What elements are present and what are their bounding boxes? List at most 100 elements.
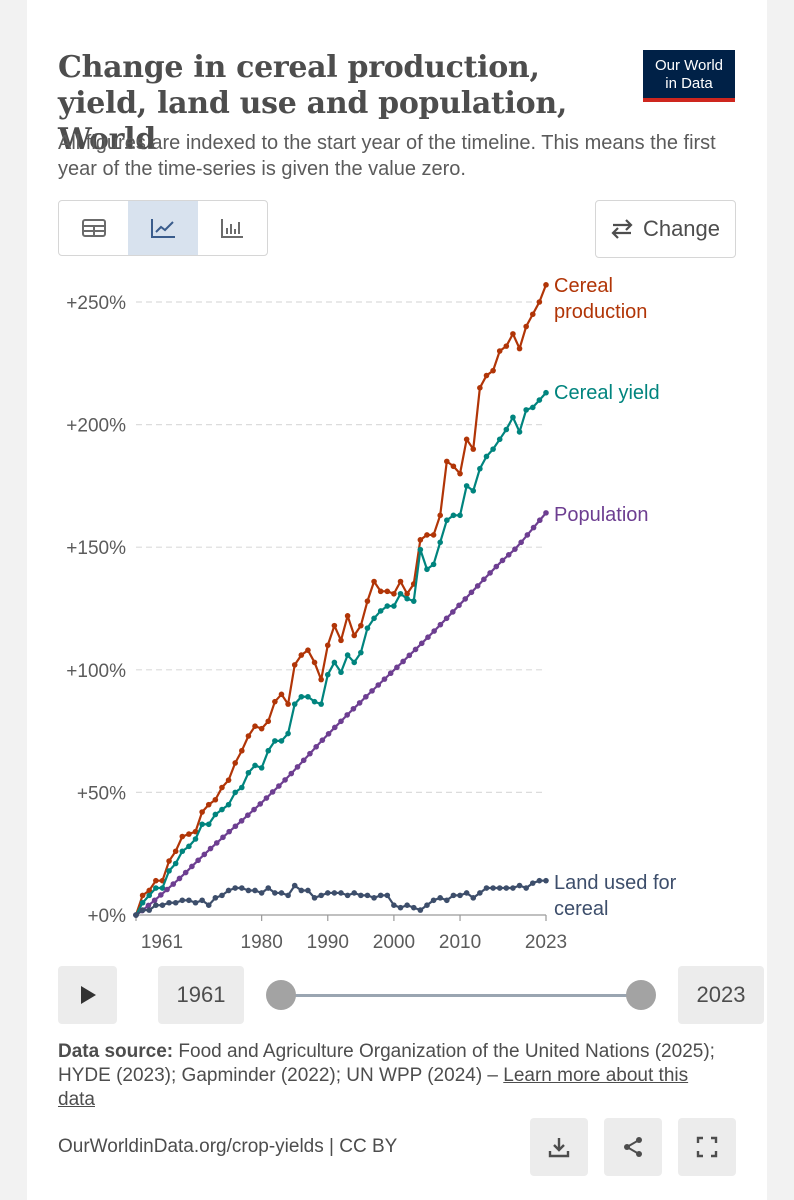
data-point <box>298 693 305 700</box>
data-point <box>510 414 516 421</box>
data-point <box>450 892 457 899</box>
data-point <box>331 622 338 629</box>
data-point <box>338 637 344 644</box>
data-point <box>232 789 238 796</box>
data-point <box>377 588 384 595</box>
data-point <box>205 821 212 828</box>
tab-bars[interactable] <box>198 201 267 255</box>
data-point <box>503 343 510 349</box>
data-point <box>146 907 153 913</box>
data-point <box>536 877 543 884</box>
data-point <box>291 662 298 668</box>
tab-chart[interactable] <box>128 201 198 255</box>
data-point <box>189 863 195 870</box>
data-point <box>529 311 536 318</box>
data-point <box>170 881 177 887</box>
data-source-text: Food and Agriculture Organization of the… <box>58 1041 715 1086</box>
data-point <box>319 737 326 743</box>
series-label: production <box>554 301 647 323</box>
data-point <box>377 892 384 899</box>
share-icon <box>624 1137 642 1157</box>
fullscreen-icon <box>696 1136 718 1158</box>
chart-title: Change in cereal production, yield, land… <box>58 50 567 157</box>
data-point <box>186 831 192 837</box>
data-point <box>344 712 351 718</box>
data-point <box>462 596 469 602</box>
data-point <box>444 517 450 524</box>
play-button[interactable] <box>58 966 117 1024</box>
download-button[interactable] <box>530 1118 588 1176</box>
data-point <box>431 628 437 634</box>
start-year-label: 1961 <box>176 982 226 1007</box>
data-point <box>278 691 285 698</box>
data-point <box>139 899 146 906</box>
data-point <box>529 404 536 411</box>
data-point <box>424 902 430 908</box>
data-point <box>265 718 272 725</box>
start-year-box[interactable]: 1961 <box>158 966 244 1024</box>
data-point <box>470 446 477 452</box>
end-year-box[interactable]: 2023 <box>678 966 764 1024</box>
data-point <box>225 777 232 783</box>
data-point <box>239 885 245 891</box>
data-point <box>424 566 430 573</box>
data-point <box>186 897 192 904</box>
data-point <box>391 590 397 597</box>
fullscreen-button[interactable] <box>678 1118 736 1176</box>
data-point <box>265 885 272 891</box>
data-point <box>219 892 225 899</box>
x-tick-label: 2023 <box>525 932 567 953</box>
logo-line-1: Our World <box>654 57 724 74</box>
owid-logo[interactable]: Our World in Data <box>643 50 735 102</box>
data-point <box>212 895 219 901</box>
data-point <box>437 539 443 546</box>
data-point <box>351 890 358 896</box>
play-icon <box>80 986 96 1004</box>
data-point <box>524 532 531 538</box>
data-point <box>344 613 351 619</box>
share-button[interactable] <box>604 1118 662 1176</box>
y-tick-label: +150% <box>66 538 126 559</box>
data-point <box>463 890 470 896</box>
timeline-track[interactable] <box>284 994 644 997</box>
data-point <box>490 885 496 891</box>
data-point <box>351 659 358 666</box>
end-year-label: 2023 <box>696 982 746 1007</box>
learn-more-link[interactable]: Learn more about this data <box>58 1065 689 1110</box>
timeline-start-handle[interactable] <box>266 980 296 1010</box>
timeline-end-handle[interactable] <box>626 980 656 1010</box>
data-point <box>412 646 419 653</box>
data-point <box>463 436 470 443</box>
data-point <box>417 907 424 913</box>
data-point <box>311 895 318 901</box>
data-point <box>487 570 493 576</box>
data-point <box>199 809 205 815</box>
y-tick-label: +0% <box>87 906 126 927</box>
data-point <box>195 857 201 864</box>
data-point <box>404 902 410 908</box>
data-point <box>418 640 425 647</box>
data-point <box>166 899 172 906</box>
data-point <box>450 609 456 615</box>
data-point <box>331 659 338 666</box>
data-point <box>305 887 311 894</box>
data-point <box>530 524 537 531</box>
data-point <box>483 453 490 460</box>
data-point <box>523 407 529 413</box>
data-point <box>364 892 371 899</box>
data-point <box>172 848 179 855</box>
data-point <box>496 348 503 354</box>
data-point <box>490 367 496 374</box>
data-point <box>510 885 516 891</box>
data-point <box>158 892 164 898</box>
tab-table[interactable] <box>59 201 128 255</box>
data-point <box>232 760 238 766</box>
data-point <box>457 470 463 477</box>
data-point <box>311 659 318 666</box>
change-button[interactable]: Change <box>595 200 736 258</box>
data-point <box>496 885 503 891</box>
data-point <box>318 676 324 683</box>
data-point <box>391 603 397 609</box>
data-point <box>344 892 351 899</box>
source-url[interactable]: OurWorldinData.org/crop-yields | CC BY <box>58 1136 398 1157</box>
